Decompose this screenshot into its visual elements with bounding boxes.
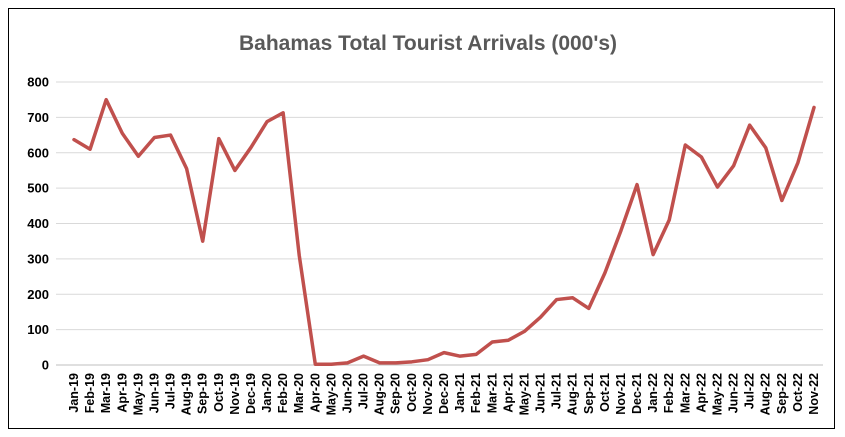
x-tick-label: Jan-21: [453, 373, 467, 413]
x-tick-label: Oct-21: [598, 373, 612, 412]
x-tick-label: Feb-21: [469, 373, 483, 413]
y-axis-ticks: 0 100 200 300 400 500 600 700 800: [27, 75, 49, 373]
x-tick-label: Jun-19: [147, 373, 161, 413]
x-tick-label: May-19: [131, 373, 145, 415]
x-tick-label: Jun-21: [534, 373, 548, 413]
x-tick-label: Sep-21: [582, 373, 596, 414]
x-tick-label: Nov-22: [807, 373, 821, 415]
x-tick-label: Oct-22: [791, 373, 805, 412]
y-tick-label: 700: [27, 110, 49, 125]
x-tick-label: Sep-22: [775, 373, 789, 414]
y-tick-label: 500: [27, 181, 49, 196]
series-line: [72, 97, 816, 367]
y-tick-label: 800: [27, 75, 49, 90]
x-tick-label: Oct-19: [212, 373, 226, 412]
x-tick-label: Nov-21: [614, 373, 628, 415]
x-tick-label: Aug-21: [566, 373, 580, 415]
x-tick-label: Sep-19: [196, 373, 210, 414]
x-tick-label: Nov-19: [228, 373, 242, 415]
x-tick-label: Jan-19: [67, 373, 81, 413]
y-tick-label: 0: [42, 358, 49, 373]
x-tick-label: Jan-20: [260, 373, 274, 413]
x-tick-label: Mar-21: [485, 373, 499, 413]
x-tick-label: Feb-20: [276, 373, 290, 413]
x-tick-label: Nov-20: [421, 373, 435, 415]
y-tick-label: 400: [27, 216, 49, 231]
x-tick-label: Mar-19: [99, 373, 113, 413]
x-tick-label: May-21: [517, 373, 531, 415]
x-tick-label: Jul-21: [550, 373, 564, 409]
x-tick-label: May-20: [324, 373, 338, 415]
x-tick-label: Jul-20: [357, 373, 371, 409]
x-tick-label: Jul-19: [164, 373, 178, 409]
x-tick-label: Mar-20: [292, 373, 306, 413]
x-tick-label: Mar-22: [678, 373, 692, 413]
x-tick-label: Oct-20: [405, 373, 419, 412]
x-tick-label: Jul-22: [743, 373, 757, 409]
x-tick-label: Aug-22: [759, 373, 773, 415]
y-tick-label: 100: [27, 322, 49, 337]
x-tick-label: Feb-19: [83, 373, 97, 413]
x-tick-label: Jan-22: [646, 373, 660, 413]
x-tick-label: Sep-20: [389, 373, 403, 414]
x-tick-label: Aug-20: [373, 373, 387, 415]
x-tick-label: Dec-21: [630, 373, 644, 414]
x-tick-label: Dec-19: [244, 373, 258, 414]
series-layer: [72, 97, 816, 367]
x-tick-label: Apr-20: [308, 373, 322, 413]
x-tick-label: Aug-19: [180, 373, 194, 415]
x-tick-label: Dec-20: [437, 373, 451, 414]
x-tick-label: Apr-21: [501, 373, 515, 413]
gridlines: [56, 81, 823, 366]
x-tick-label: Apr-22: [694, 373, 708, 413]
y-tick-label: 300: [27, 251, 49, 266]
chart-title: Bahamas Total Tourist Arrivals (000's): [239, 32, 617, 55]
x-tick-label: May-22: [710, 373, 724, 415]
x-tick-label: Jun-22: [727, 373, 741, 413]
y-tick-label: 200: [27, 287, 49, 302]
x-tick-label: Feb-22: [662, 373, 676, 413]
x-tick-label: Apr-19: [115, 373, 129, 413]
y-tick-label: 600: [27, 145, 49, 160]
x-axis-ticks: Jan-19 Feb-19 Mar-19 Apr-19 May-19 Jun-19 Jul-…: [67, 373, 821, 415]
x-tick-label: Jun-20: [340, 373, 354, 413]
